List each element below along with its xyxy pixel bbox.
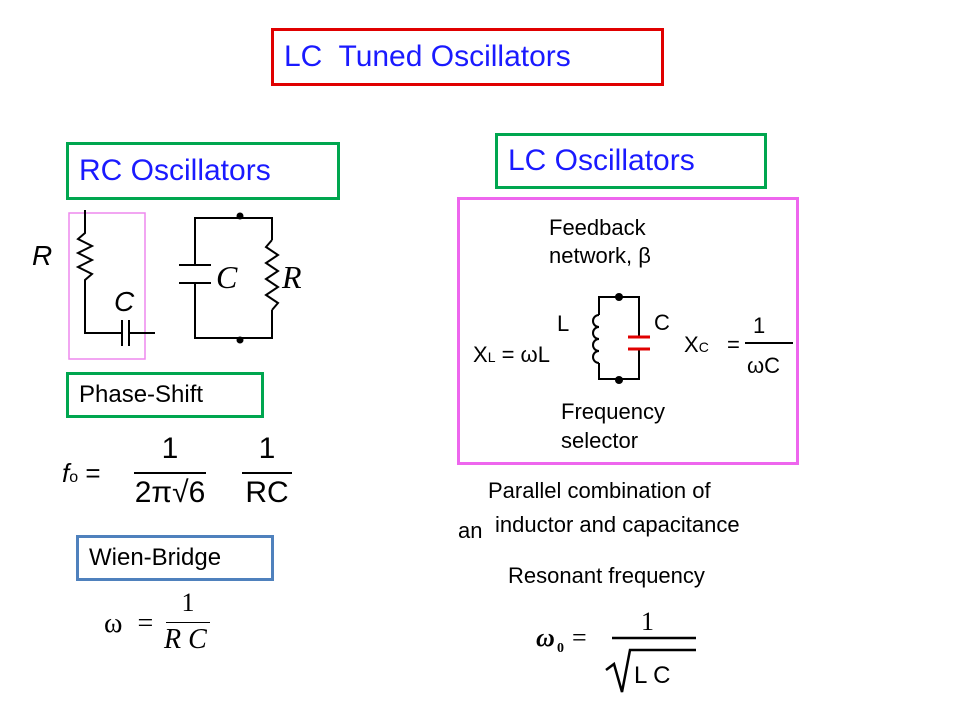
phase-shift-label-box: Phase-Shift — [66, 372, 264, 418]
resonant-numerator: 1 — [641, 607, 654, 636]
rc-parallel-circuit: C R — [179, 212, 302, 344]
resistor-wire — [75, 210, 122, 334]
r-label: R — [32, 240, 52, 271]
magenta-frame — [457, 197, 799, 465]
top-node — [615, 293, 623, 301]
phase-shift-f-label: fo = — [62, 458, 101, 489]
tank-top-left-wire — [598, 296, 619, 315]
wien-omega-equals: ω = — [104, 608, 153, 640]
equals-sign: = — [572, 623, 587, 652]
lc-oscillators-heading: LC Oscillators — [508, 144, 695, 177]
phase-shift-label: Phase-Shift — [79, 381, 204, 408]
c-label: C — [654, 310, 670, 335]
resonant-denominator: L C — [634, 662, 670, 689]
parallel-line2: inductor and capacitance — [495, 512, 740, 537]
phase-shift-num1: 1 — [161, 432, 179, 465]
resistor-zigzag — [264, 239, 280, 311]
top-wire — [194, 217, 273, 265]
phase-shift-den2: RC — [245, 476, 289, 509]
lc-tank-diagram: Feedback network, β L C XL = ωL XC = 1 ω… — [457, 197, 799, 465]
f-subscript: o — [69, 469, 79, 486]
wien-bridge-label: Wien-Bridge — [89, 544, 222, 571]
omega-symbol: ω — [104, 608, 123, 639]
page-title: LC Tuned Oscillators — [284, 40, 571, 73]
xc-denominator: ωC — [747, 353, 780, 378]
phase-shift-den1: 2π√6 — [134, 476, 206, 509]
tank-bottom-wire — [598, 349, 640, 380]
parallel-an: an — [458, 518, 483, 543]
square-root-icon — [605, 648, 696, 693]
xl-expression: XL = ωL — [473, 342, 550, 367]
omega-subscript: 0 — [557, 641, 564, 656]
bottom-wire — [194, 283, 273, 339]
phase-shift-num2: 1 — [258, 432, 276, 465]
f-symbol: f — [62, 458, 70, 488]
rc-oscillators-heading: RC Oscillators — [79, 154, 271, 187]
equals-sign: = — [85, 458, 101, 488]
fraction-bar-1 — [134, 472, 206, 474]
feedback-line2: network, β — [549, 243, 651, 268]
c-label: C — [216, 259, 238, 295]
wien-bridge-label-box: Wien-Bridge — [76, 535, 274, 581]
r-label: R — [281, 259, 302, 295]
bottom-node — [236, 336, 244, 344]
bottom-node — [615, 376, 623, 384]
feedback-line1: Feedback — [549, 215, 647, 240]
rc-oscillators-heading-box: RC Oscillators — [66, 142, 340, 200]
omega-symbol: ω — [536, 623, 555, 652]
l-label: L — [557, 311, 569, 336]
tank-top-right-wire — [619, 296, 640, 337]
highlight-rect — [68, 212, 146, 360]
resonant-formula: ω 0 = 1 L C — [536, 607, 696, 693]
page-title-box: LC Tuned Oscillators — [271, 28, 664, 86]
frequency-line2: selector — [561, 428, 638, 453]
c-label: C — [114, 286, 135, 317]
inductor-coil-icon — [592, 314, 600, 364]
wien-den: R C — [164, 624, 207, 655]
resonant-frequency-label: Resonant frequency — [508, 563, 705, 588]
top-node — [236, 212, 244, 220]
xc-label: XC — [684, 332, 709, 357]
xc-equals: = — [727, 332, 740, 357]
rc-series-circuit: R C — [32, 210, 155, 360]
parallel-line1: Parallel combination of — [488, 478, 711, 503]
lc-oscillators-heading-box: LC Oscillators — [495, 133, 767, 189]
equals-sign: = — [137, 608, 154, 639]
fraction-bar-2 — [242, 472, 292, 474]
xc-numerator: 1 — [753, 313, 765, 338]
frequency-line1: Frequency — [561, 399, 665, 424]
wien-num: 1 — [181, 588, 195, 617]
wien-fraction-bar — [166, 622, 210, 623]
